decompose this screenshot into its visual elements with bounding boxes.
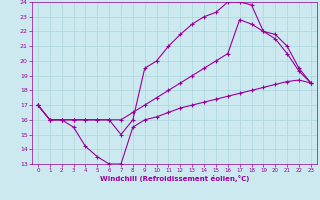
X-axis label: Windchill (Refroidissement éolien,°C): Windchill (Refroidissement éolien,°C) bbox=[100, 175, 249, 182]
